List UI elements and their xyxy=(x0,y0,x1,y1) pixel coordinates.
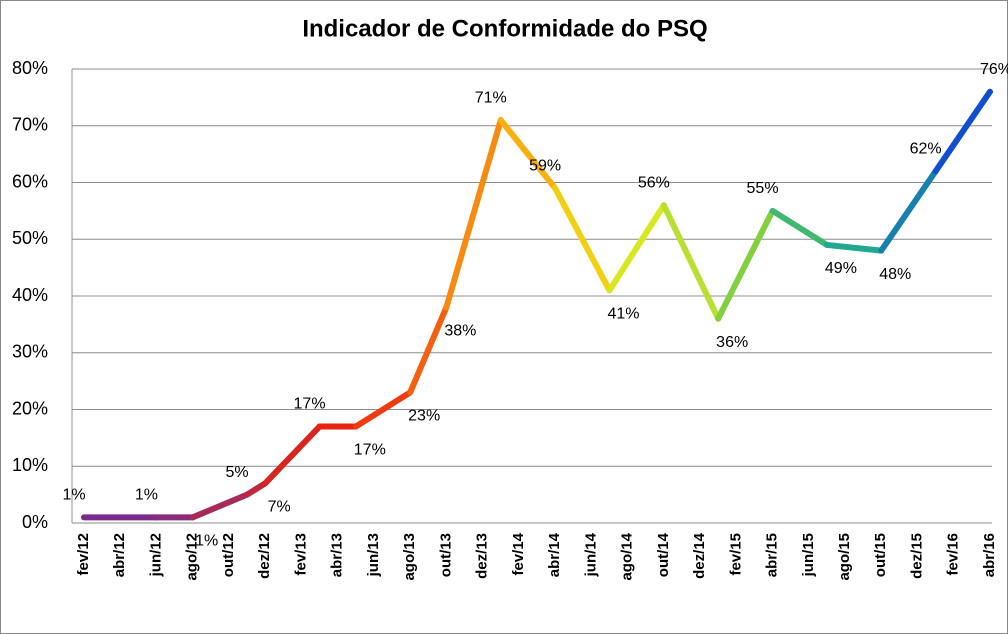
y-tick-label: 30% xyxy=(12,342,48,362)
data-label: 71% xyxy=(475,89,507,106)
x-tick-label: out/13 xyxy=(437,533,454,577)
data-label: 7% xyxy=(268,498,291,515)
line-segment xyxy=(715,207,776,322)
x-tick-label: ago/13 xyxy=(401,533,418,581)
x-tick-label: ago/12 xyxy=(184,533,201,581)
x-tick-label: fev/15 xyxy=(727,533,744,576)
x-tick-label: out/14 xyxy=(655,532,672,577)
x-tick-label: ago/14 xyxy=(619,532,636,580)
y-tick-label: 10% xyxy=(12,455,48,475)
data-label: 48% xyxy=(879,266,911,283)
line-segment xyxy=(552,185,613,294)
line-segment xyxy=(823,241,885,254)
data-label: 36% xyxy=(716,334,748,351)
data-label: 17% xyxy=(354,442,386,459)
x-tick-label: jun/14 xyxy=(582,532,599,577)
line-segment xyxy=(497,117,559,192)
x-tick-label: jun/15 xyxy=(800,533,817,577)
data-label: 1% xyxy=(195,533,218,550)
line-segment xyxy=(932,88,993,175)
x-tick-label: jun/13 xyxy=(365,533,382,577)
x-tick-label: abr/13 xyxy=(329,533,346,577)
x-tick-label: dez/12 xyxy=(256,533,273,579)
data-label: 1% xyxy=(62,487,85,504)
x-tick-label: abr/14 xyxy=(546,532,563,577)
x-tick-label: abr/16 xyxy=(981,533,998,577)
line-segment xyxy=(262,423,323,487)
x-tick-label: dez/14 xyxy=(691,532,708,579)
y-tick-label: 20% xyxy=(12,398,48,418)
x-tick-label: abr/15 xyxy=(764,533,781,577)
y-tick-label: 60% xyxy=(12,171,48,191)
x-tick-label: out/12 xyxy=(220,533,237,577)
line-segment xyxy=(606,202,667,294)
data-label: 38% xyxy=(444,323,476,340)
y-tick-label: 80% xyxy=(12,58,48,78)
x-tick-label: fev/16 xyxy=(945,533,962,576)
x-tick-label: ago/15 xyxy=(836,533,853,581)
x-tick-label: fev/12 xyxy=(75,533,92,576)
chart-title: Indicador de Conformidade do PSQ xyxy=(302,15,707,42)
x-tick-label: dez/15 xyxy=(908,533,925,579)
data-label: 49% xyxy=(825,260,857,277)
y-tick-label: 50% xyxy=(12,228,48,248)
data-label: 62% xyxy=(910,140,942,157)
x-tick-label: jun/12 xyxy=(147,533,164,577)
line-segment xyxy=(443,117,504,311)
data-label: 55% xyxy=(747,180,779,197)
x-tick-label: fev/14 xyxy=(510,532,527,575)
line-segment xyxy=(878,168,939,254)
x-tick-label: dez/13 xyxy=(474,533,491,579)
line-segment xyxy=(407,304,450,396)
data-label: 41% xyxy=(607,306,639,323)
line-segment xyxy=(189,491,251,521)
y-tick-label: 40% xyxy=(12,285,48,305)
data-label: 59% xyxy=(529,157,561,174)
x-tick-label: fev/13 xyxy=(292,533,309,576)
y-tick-label: 0% xyxy=(22,512,48,532)
x-tick-label: abr/12 xyxy=(111,533,128,577)
line-segment xyxy=(660,202,722,322)
data-label: 56% xyxy=(638,174,670,191)
x-tick-label: out/15 xyxy=(872,533,889,577)
data-label: 23% xyxy=(408,408,440,425)
y-tick-label: 70% xyxy=(12,115,48,135)
data-label: 1% xyxy=(135,487,158,504)
line-segment xyxy=(352,389,414,430)
line-segment xyxy=(244,480,269,498)
data-label: 76% xyxy=(980,61,1008,78)
data-label: 17% xyxy=(294,396,326,413)
data-label: 5% xyxy=(226,464,249,481)
line-segment xyxy=(769,207,830,248)
